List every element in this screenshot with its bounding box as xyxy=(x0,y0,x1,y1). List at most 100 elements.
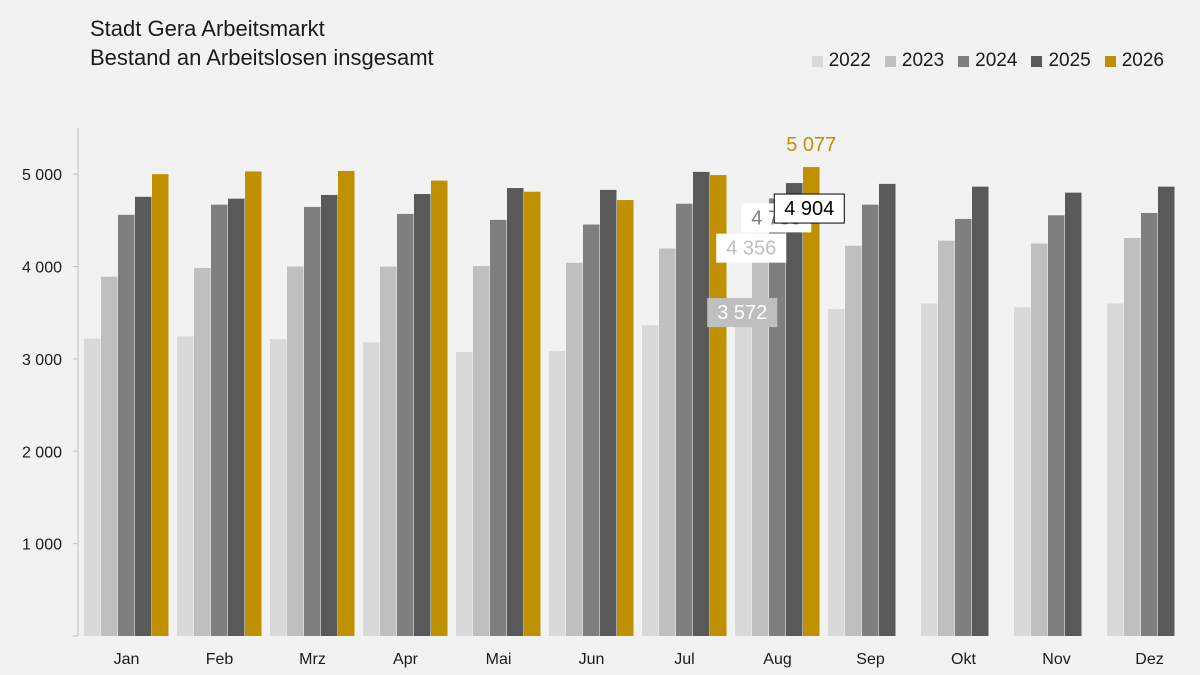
bar-Mai-2023 xyxy=(473,266,490,636)
bar-Aug-2023 xyxy=(752,233,769,636)
legend-swatch-2026 xyxy=(1104,55,1116,67)
y-tick-label: 3 000 xyxy=(22,352,62,369)
y-tick-label: 1 000 xyxy=(22,537,62,554)
bar-Dez-2025 xyxy=(1158,186,1175,636)
bar-Mrz-2025 xyxy=(321,194,338,637)
bar-Apr-2024 xyxy=(397,213,414,636)
bar-Feb-2022 xyxy=(177,336,194,636)
bar-Apr-2022 xyxy=(363,342,380,636)
bar-Mrz-2026 xyxy=(338,170,355,636)
bar-Jan-2025 xyxy=(135,196,152,636)
legend-label-2026: 2026 xyxy=(1121,50,1164,71)
bar-Nov-2025 xyxy=(1065,192,1082,636)
bar-Nov-2024 xyxy=(1048,215,1065,636)
bar-Sep-2024 xyxy=(862,204,879,637)
bar-Jul-2023 xyxy=(659,248,676,636)
y-tick-label: 2 000 xyxy=(22,444,62,461)
bar-Jun-2025 xyxy=(600,189,617,636)
bar-Feb-2023 xyxy=(194,267,211,636)
data-label-Aug-2025: 4 904 xyxy=(784,198,834,220)
bar-Nov-2023 xyxy=(1031,243,1048,637)
data-label-box-Aug-2025 xyxy=(773,193,845,224)
title-block: Stadt Gera Arbeitsmarkt Bestand an Arbei… xyxy=(90,14,434,72)
bar-Jan-2022 xyxy=(84,338,101,636)
legend-label-2022: 2022 xyxy=(828,50,871,71)
x-tick-label: Dez xyxy=(1135,651,1163,668)
legend-swatch-2025 xyxy=(1031,55,1043,67)
legend: 2022 2023 2024 2025 2026 xyxy=(811,50,1164,72)
y-tick-label: 4 000 xyxy=(22,260,62,277)
legend-item-2024: 2024 xyxy=(958,50,1017,72)
legend-label-2025: 2025 xyxy=(1048,50,1091,71)
bar-Aug-2024 xyxy=(769,198,786,636)
bar-Jul-2026 xyxy=(710,175,727,636)
legend-swatch-2023 xyxy=(884,55,896,67)
bar-Jan-2023 xyxy=(101,276,118,636)
bar-Apr-2025 xyxy=(414,194,431,637)
bar-Jan-2024 xyxy=(118,214,135,636)
bar-Sep-2025 xyxy=(879,183,896,636)
bar-Sep-2022 xyxy=(828,309,845,636)
bar-Mai-2026 xyxy=(524,191,541,637)
data-label-Aug-2026: 5 077 xyxy=(786,134,836,156)
bar-Feb-2024 xyxy=(211,204,228,637)
bar-Nov-2022 xyxy=(1014,307,1031,636)
legend-swatch-2024 xyxy=(958,55,970,67)
bar-Okt-2024 xyxy=(955,218,972,636)
bar-Okt-2025 xyxy=(972,186,989,636)
bar-Feb-2025 xyxy=(228,198,245,636)
x-tick-label: Jun xyxy=(579,651,605,668)
x-tick-label: Jan xyxy=(114,651,140,668)
chart-subtitle: Bestand an Arbeitslosen insgesamt xyxy=(90,45,434,70)
bar-Mrz-2024 xyxy=(304,206,321,637)
data-label-Aug-2022: 3 572 xyxy=(717,302,767,324)
bar-Jun-2022 xyxy=(549,351,566,636)
data-label-box-Aug-2022 xyxy=(707,298,778,328)
bar-Mai-2025 xyxy=(507,188,524,636)
legend-swatch-2022 xyxy=(811,55,823,67)
legend-item-2022: 2022 xyxy=(811,50,871,72)
bar-Jan-2026 xyxy=(152,174,169,636)
legend-item-2023: 2023 xyxy=(884,50,945,72)
x-tick-label: Mrz xyxy=(299,651,326,668)
bar-Aug-2022 xyxy=(735,306,752,636)
bar-Mrz-2023 xyxy=(287,266,304,636)
bar-Sep-2023 xyxy=(845,245,862,636)
x-tick-label: Feb xyxy=(206,651,234,668)
bar-Apr-2023 xyxy=(380,266,397,636)
y-tick-label: 5 000 xyxy=(22,167,62,184)
bar-Jul-2025 xyxy=(693,171,710,636)
bar-Mai-2024 xyxy=(490,219,507,636)
x-tick-label: Apr xyxy=(393,651,419,668)
data-label-box-Aug-2023 xyxy=(716,233,787,263)
bar-Mrz-2022 xyxy=(270,339,287,636)
legend-item-2025: 2025 xyxy=(1031,50,1091,72)
bar-Dez-2023 xyxy=(1124,237,1141,636)
bar-Aug-2025 xyxy=(786,183,803,637)
x-tick-label: Sep xyxy=(856,651,885,668)
bar-Okt-2023 xyxy=(938,240,955,636)
bar-Jun-2023 xyxy=(566,262,583,636)
chart-title: Stadt Gera Arbeitsmarkt xyxy=(90,16,325,41)
bar-Dez-2024 xyxy=(1141,212,1158,636)
x-tick-label: Jul xyxy=(674,651,694,668)
x-tick-label: Okt xyxy=(951,651,976,668)
legend-label-2024: 2024 xyxy=(975,50,1018,71)
bar-Jul-2022 xyxy=(642,325,659,636)
x-tick-label: Nov xyxy=(1042,651,1070,668)
bar-Dez-2022 xyxy=(1107,303,1124,636)
legend-label-2023: 2023 xyxy=(901,50,945,71)
bar-Mai-2022 xyxy=(456,351,473,636)
bar-Apr-2026 xyxy=(431,180,448,636)
bar-Feb-2026 xyxy=(245,171,262,637)
data-label-Aug-2023: 4 356 xyxy=(726,238,776,260)
bar-Aug-2026 xyxy=(803,167,820,636)
bar-Jun-2024 xyxy=(583,224,600,636)
bar-Jul-2024 xyxy=(676,203,693,637)
legend-item-2026: 2026 xyxy=(1104,50,1164,72)
bar-Jun-2026 xyxy=(617,200,634,636)
bar-Okt-2022 xyxy=(921,303,938,636)
x-tick-label: Aug xyxy=(763,651,791,668)
x-tick-label: Mai xyxy=(486,651,512,668)
